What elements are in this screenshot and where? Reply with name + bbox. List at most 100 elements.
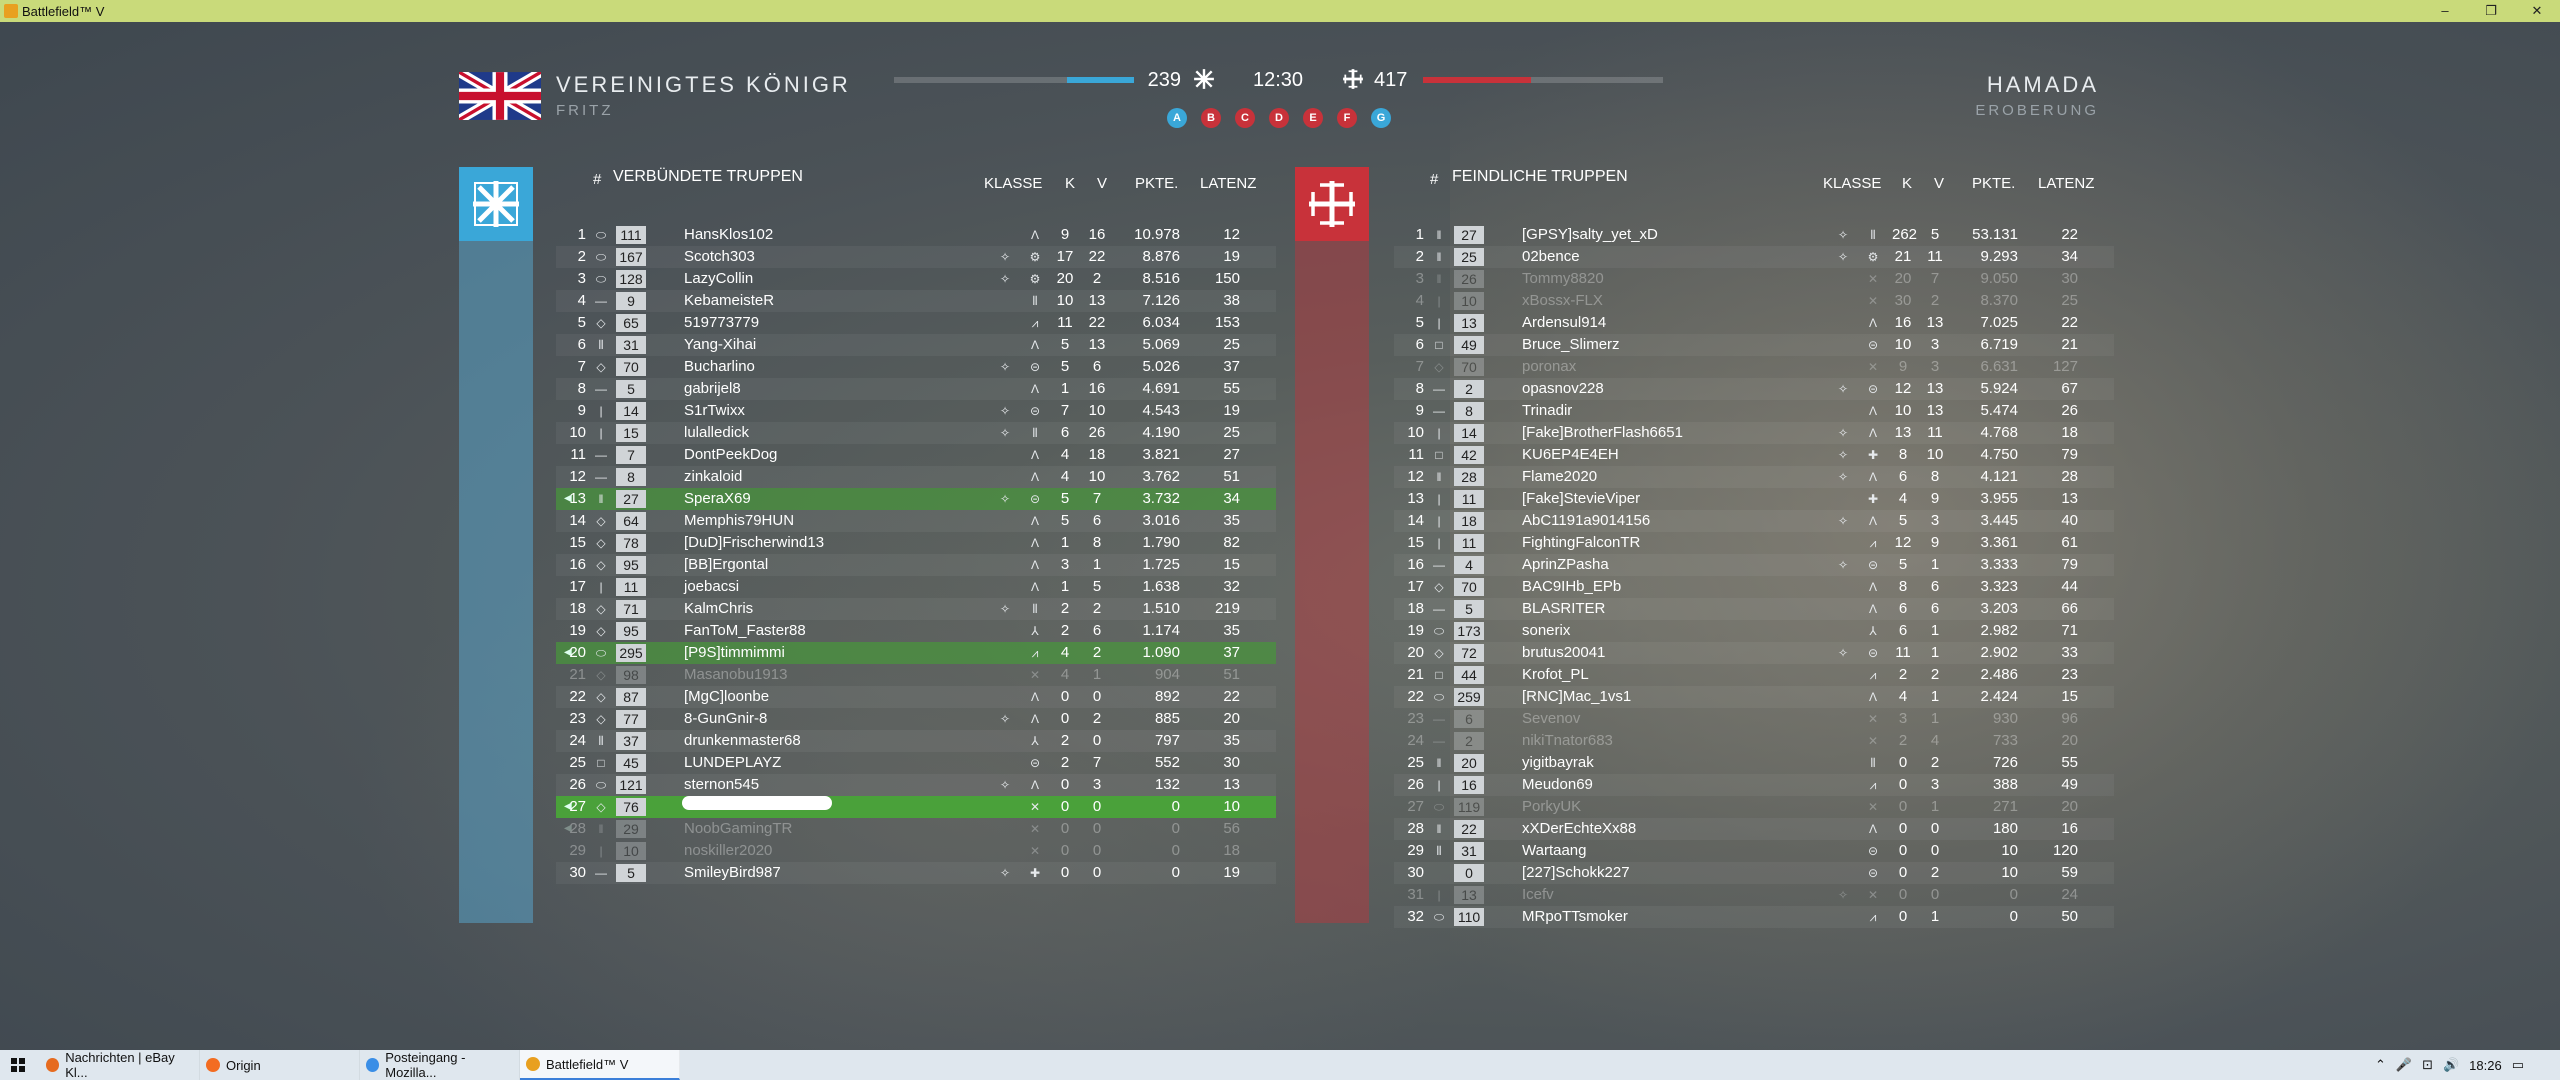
- player-name[interactable]: nikiTnator683: [1522, 732, 1613, 749]
- player-name[interactable]: S1rTwixx: [684, 402, 745, 419]
- player-name[interactable]: MRpoTTsmoker: [1522, 908, 1628, 925]
- player-name[interactable]: LazyCollin: [684, 270, 754, 287]
- player-name[interactable]: FanToM_Faster88: [684, 622, 806, 639]
- table-row[interactable]: 19 ⬭ 173 sonerix ⅄ 6 1 2.982 71: [1394, 620, 2114, 642]
- player-name[interactable]: [Fake]BrotherFlash6651: [1522, 424, 1683, 441]
- table-row[interactable]: 7 ◇ 70 Bucharlino ✧ ⊝ 5 6 5.026 37: [556, 356, 1276, 378]
- table-row[interactable]: 26 ⬭ 121 sternon545 ✧ Λ 0 3 132 13: [556, 774, 1276, 796]
- table-row[interactable]: 15 ◇ 78 [DuD]Frischerwind13 Λ 1 8 1.790 82: [556, 532, 1276, 554]
- table-row[interactable]: 9 | 14 S1rTwixx ✧ ⊝ 7 10 4.543 19: [556, 400, 1276, 422]
- player-name[interactable]: zinkaloid: [684, 468, 743, 485]
- player-name[interactable]: Sevenov: [1522, 710, 1581, 727]
- player-name[interactable]: [GPSY]salty_yet_xD: [1522, 226, 1658, 243]
- player-name[interactable]: xXDerEchteXx88: [1522, 820, 1637, 837]
- table-row[interactable]: 29 | 10 noskiller2020 ✕ 0 0 0 18: [556, 840, 1276, 862]
- table-row[interactable]: 12 ‖ 28 Flame2020 ✧ Λ 6 8 4.121 28: [1394, 466, 2114, 488]
- table-row[interactable]: 6 ⦀ 31 Yang-Xihai Λ 5 13 5.069 25: [556, 334, 1276, 356]
- volume-icon[interactable]: 🔊: [2442, 1057, 2460, 1072]
- taskbar-item[interactable]: Battlefield™ V: [520, 1050, 680, 1080]
- table-row[interactable]: 10 | 14 [Fake]BrotherFlash6651 ✧ Λ 13 11 4.768 18: [1394, 422, 2114, 444]
- player-name[interactable]: [P9S]timmimmi: [684, 644, 785, 661]
- table-row[interactable]: 9 — 8 Trinadir Λ 10 13 5.474 26: [1394, 400, 2114, 422]
- table-row[interactable]: 5 | 13 Ardensul914 Λ 16 13 7.025 22: [1394, 312, 2114, 334]
- player-name[interactable]: lulalledick: [684, 424, 750, 441]
- player-name[interactable]: FightingFalconTR: [1522, 534, 1641, 551]
- table-row[interactable]: 1 ‖ 27 [GPSY]salty_yet_xD ✧ ⦀ 262 5 53.131 22: [1394, 224, 2114, 246]
- table-row[interactable]: 14 | 18 AbC1191a9014156 ✧ Λ 5 3 3.445 40: [1394, 510, 2114, 532]
- table-row[interactable]: 30 — 5 SmileyBird987 ✧ ✚ 0 0 0 19: [556, 862, 1276, 884]
- player-name[interactable]: HansKlos102: [684, 226, 774, 243]
- table-row[interactable]: 18 ◇ 71 KalmChris ✧ ⦀ 2 2 1.510 219: [556, 598, 1276, 620]
- table-row[interactable]: 28 ‖ 22 xXDerEchteXx88 Λ 0 0 180 16: [1394, 818, 2114, 840]
- player-name[interactable]: opasnov228: [1522, 380, 1604, 397]
- player-name[interactable]: Tommy8820: [1522, 270, 1604, 287]
- table-row[interactable]: 13 | 11 [Fake]StevieViper ✚ 4 9 3.955 13: [1394, 488, 2114, 510]
- table-row[interactable]: 26 | 16 Meudon69 ⩘ 0 3 388 49: [1394, 774, 2114, 796]
- player-name[interactable]: BLASRITER: [1522, 600, 1606, 617]
- player-name[interactable]: [Fake]StevieViper: [1522, 490, 1641, 507]
- table-row[interactable]: 11 □ 42 KU6EP4E4EH ✧ ✚ 8 10 4.750 79: [1394, 444, 2114, 466]
- player-name[interactable]: [BB]Ergontal: [684, 556, 769, 573]
- table-row[interactable]: 2 ⬭ 167 Scotch303 ✧ ⚙ 17 22 8.876 19: [556, 246, 1276, 268]
- player-name[interactable]: SmileyBird987: [684, 864, 781, 881]
- player-name[interactable]: [MgC]loonbe: [684, 688, 770, 705]
- taskbar-item[interactable]: Origin: [200, 1050, 360, 1080]
- taskbar-item[interactable]: Posteingang - Mozilla...: [360, 1050, 520, 1080]
- player-name[interactable]: LUNDEPLAYZ: [684, 754, 782, 771]
- table-row[interactable]: 15 | 11 FightingFalconTR ⩘ 12 9 3.361 61: [1394, 532, 2114, 554]
- player-name[interactable]: Meudon69: [1522, 776, 1593, 793]
- table-row[interactable]: 20 ◇ 72 brutus20041 ✧ ⊝ 11 1 2.902 33: [1394, 642, 2114, 664]
- player-name[interactable]: Ardensul914: [1522, 314, 1607, 331]
- player-name[interactable]: drunkenmaster68: [684, 732, 801, 749]
- table-row[interactable]: 31 | 13 Icefv ✧ ✕ 0 0 0 24: [1394, 884, 2114, 906]
- player-name[interactable]: [RNC]Mac_1vs1: [1522, 688, 1632, 705]
- table-row[interactable]: 30 0 [227]Schokk227 ⊝ 0 2 10 59: [1394, 862, 2114, 884]
- clock[interactable]: 18:26: [2469, 1057, 2502, 1073]
- player-name[interactable]: KebameisteR: [684, 292, 775, 309]
- player-name[interactable]: poronax: [1522, 358, 1577, 375]
- player-name[interactable]: KalmChris: [684, 600, 754, 617]
- table-row[interactable]: 23 — 6 Sevenov ✕ 3 1 930 96: [1394, 708, 2114, 730]
- table-row[interactable]: 17 ◇ 70 BAC9IHb_EPb Λ 8 6 3.323 44: [1394, 576, 2114, 598]
- table-row[interactable]: ◀ 27 ◇ 76 ✕ 0 0 0 10: [556, 796, 1276, 818]
- table-row[interactable]: 8 — 2 opasnov228 ✧ ⊝ 12 13 5.924 67: [1394, 378, 2114, 400]
- player-name[interactable]: 02bence: [1522, 248, 1580, 265]
- close-button[interactable]: ✕: [2531, 3, 2543, 18]
- player-name[interactable]: Trinadir: [1522, 402, 1573, 419]
- table-row[interactable]: 24—2 nikiTnator683 ✕ 2 4 733 20: [1394, 730, 2114, 752]
- table-row[interactable]: 22 ◇ 87 [MgC]loonbe Λ 0 0 892 22: [556, 686, 1276, 708]
- table-row[interactable]: 19 ◇ 95 FanToM_Faster88 ⅄ 2 6 1.174 35: [556, 620, 1276, 642]
- table-row[interactable]: 23 ◇ 77 8-GunGnir-8 ✧ Λ 0 2 885 20: [556, 708, 1276, 730]
- table-row[interactable]: 3 ‖ 26 Tommy8820 ✕ 20 7 9.050 30: [1394, 268, 2114, 290]
- table-row[interactable]: 29 ⦀ 31 Wartaang ⊝ 0 0 10 120: [1394, 840, 2114, 862]
- table-row[interactable]: 2 ‖ 25 02bence ✧ ⚙ 21 11 9.293 34: [1394, 246, 2114, 268]
- table-row[interactable]: 5 ◇ 65 519773779 ⩘ 11 22 6.034 153: [556, 312, 1276, 334]
- table-row[interactable]: 11 — 7 DontPeekDog Λ 4 18 3.821 27: [556, 444, 1276, 466]
- table-row[interactable]: 18—5 BLASRITER Λ 6 6 3.203 66: [1394, 598, 2114, 620]
- table-row[interactable]: ◀ 28 ‖ 29 NoobGamingTR ✕ 0 0 0 56: [556, 818, 1276, 840]
- player-name[interactable]: [DuD]Frischerwind13: [684, 534, 825, 551]
- table-row[interactable]: 16 ◇ 95 [BB]Ergontal Λ 3 1 1.725 15: [556, 554, 1276, 576]
- player-name[interactable]: Flame2020: [1522, 468, 1598, 485]
- table-row[interactable]: 8 — 5 gabrijel8 Λ 1 16 4.691 55: [556, 378, 1276, 400]
- player-name[interactable]: Wartaang: [1522, 842, 1587, 859]
- table-row[interactable]: 7 ◇ 70 poronax ✕ 9 3 6.631 127: [1394, 356, 2114, 378]
- player-name[interactable]: 519773779: [684, 314, 760, 331]
- player-name[interactable]: Masanobu1913: [684, 666, 788, 683]
- table-row[interactable]: 21 □ 44 Krofot_PL ⩘ 2 2 2.486 23: [1394, 664, 2114, 686]
- player-name[interactable]: Krofot_PL: [1522, 666, 1589, 683]
- player-name[interactable]: NoobGamingTR: [684, 820, 793, 837]
- table-row[interactable]: 10 | 15 lulalledick ✧ ⦀ 6 26 4.190 25: [556, 422, 1276, 444]
- table-row[interactable]: 17 | 11 joebacsi Λ 1 5 1.638 32: [556, 576, 1276, 598]
- player-name[interactable]: AprinZPasha: [1522, 556, 1609, 573]
- player-name[interactable]: gabrijel8: [684, 380, 741, 397]
- maximize-button[interactable]: ❐: [2485, 3, 2497, 18]
- player-name[interactable]: KU6EP4E4EH: [1522, 446, 1619, 463]
- player-name[interactable]: Icefv: [1522, 886, 1554, 903]
- player-name[interactable]: AbC1191a9014156: [1522, 512, 1651, 529]
- table-row[interactable]: 4 | 10 xBossx-FLX ✕ 30 2 8.370 25: [1394, 290, 2114, 312]
- player-name[interactable]: Memphis79HUN: [684, 512, 795, 529]
- table-row[interactable]: 25 □ 45 LUNDEPLAYZ ⊝ 2 7 552 30: [556, 752, 1276, 774]
- table-row[interactable]: 24 ⦀ 37 drunkenmaster68 ⅄ 2 0 797 35: [556, 730, 1276, 752]
- player-name[interactable]: yigitbayrak: [1522, 754, 1594, 771]
